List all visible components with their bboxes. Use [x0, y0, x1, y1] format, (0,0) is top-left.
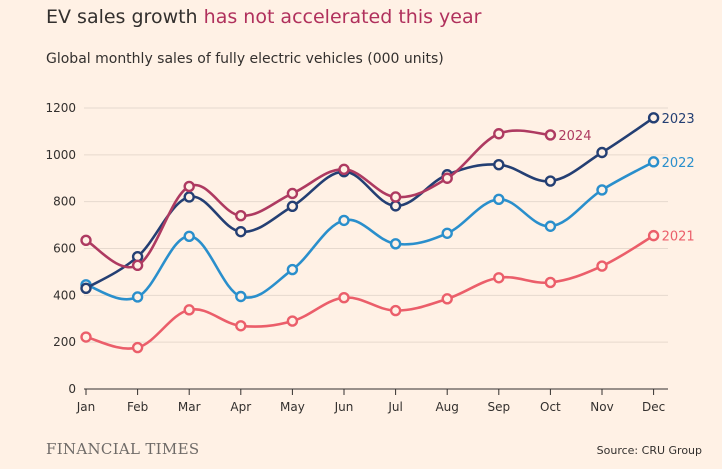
x-tick-label: Aug: [435, 400, 458, 414]
data-point-2021: [183, 304, 195, 316]
data-point-2021: [441, 293, 453, 305]
series-label-2024: 2024: [558, 129, 591, 144]
grid-layer: [84, 107, 668, 390]
data-point-2022: [389, 238, 402, 250]
series-2022: [80, 156, 660, 303]
data-point-2023: [80, 282, 92, 295]
x-tick-label: Nov: [590, 400, 613, 414]
data-point-2024: [493, 128, 505, 140]
data-point-2021: [286, 315, 299, 327]
data-point-2021: [596, 260, 608, 272]
data-point-2024: [131, 259, 144, 272]
x-tick-label: Apr: [230, 400, 251, 414]
data-point-2023: [183, 191, 195, 203]
data-point-2021: [493, 272, 505, 284]
data-point-2024: [80, 234, 92, 247]
x-tick-label: May: [280, 400, 305, 414]
data-point-2022: [544, 220, 557, 232]
data-point-2022: [441, 227, 453, 239]
series-line-2024: [84, 129, 552, 269]
x-tick-label: Jul: [387, 400, 402, 414]
brand-logo: FINANCIAL TIMES: [46, 440, 200, 458]
series-label-layer: 2021 2022 2023 2024: [558, 112, 694, 245]
data-point-2022: [647, 156, 660, 168]
data-point-2024: [338, 163, 350, 176]
data-point-2021: [235, 320, 247, 332]
chart-subtitle: Global monthly sales of fully electric v…: [46, 51, 444, 67]
data-point-2024: [235, 210, 247, 222]
y-tick-label: 1200: [45, 101, 76, 115]
data-point-2021: [338, 291, 350, 304]
data-point-2023: [493, 158, 505, 171]
data-point-2023: [389, 200, 402, 212]
x-tick-label: Jun: [334, 400, 354, 414]
x-tick-label: Feb: [127, 400, 148, 414]
data-point-2024: [441, 172, 453, 184]
data-point-2024: [183, 180, 195, 193]
data-point-2024: [544, 129, 557, 141]
data-point-2021: [544, 276, 557, 289]
series-layer: [80, 112, 660, 354]
data-point-2022: [235, 290, 247, 303]
data-point-2024: [389, 191, 402, 203]
y-tick-label: 200: [53, 335, 76, 349]
x-tick-label: Oct: [540, 400, 561, 414]
data-point-2024: [286, 187, 299, 200]
y-tick-label: 800: [53, 195, 76, 209]
data-point-2022: [596, 184, 608, 196]
data-point-2021: [647, 229, 660, 242]
series-label-2022: 2022: [662, 156, 695, 171]
data-point-2023: [647, 112, 660, 124]
data-point-2022: [131, 291, 144, 303]
series-label-2023: 2023: [662, 112, 695, 127]
y-tick-label: 1000: [45, 148, 76, 162]
series-label-2021: 2021: [662, 230, 695, 245]
data-point-2021: [80, 331, 92, 343]
series-2021: [80, 229, 660, 354]
data-point-2022: [338, 214, 350, 227]
data-point-2022: [286, 263, 299, 276]
series-2024: [80, 128, 557, 272]
source-note: Source: CRU Group: [596, 444, 702, 457]
data-point-2023: [544, 175, 557, 187]
x-tick-label: Jan: [76, 400, 96, 414]
chart-title: EV sales growth has not accelerated this…: [46, 4, 481, 30]
title-accent: has not accelerated this year: [203, 6, 482, 28]
title-main: EV sales growth: [46, 6, 198, 28]
data-point-2021: [131, 341, 144, 354]
axis-layer: 0 200 400 600 800 1000 1200 Jan Feb Mar Apr May Jun J…: [45, 101, 665, 414]
x-tick-label: Dec: [642, 400, 665, 414]
data-point-2022: [183, 230, 195, 243]
data-point-2023: [235, 225, 247, 238]
data-point-2023: [596, 146, 608, 159]
data-point-2021: [389, 304, 402, 317]
x-tick-label: Mar: [178, 400, 201, 414]
data-point-2022: [493, 193, 505, 206]
y-tick-label: 400: [53, 288, 76, 302]
y-tick-label: 600: [53, 242, 76, 256]
y-tick-label: 0: [68, 382, 76, 396]
data-point-2023: [286, 200, 299, 213]
x-tick-label: Sep: [487, 400, 510, 414]
